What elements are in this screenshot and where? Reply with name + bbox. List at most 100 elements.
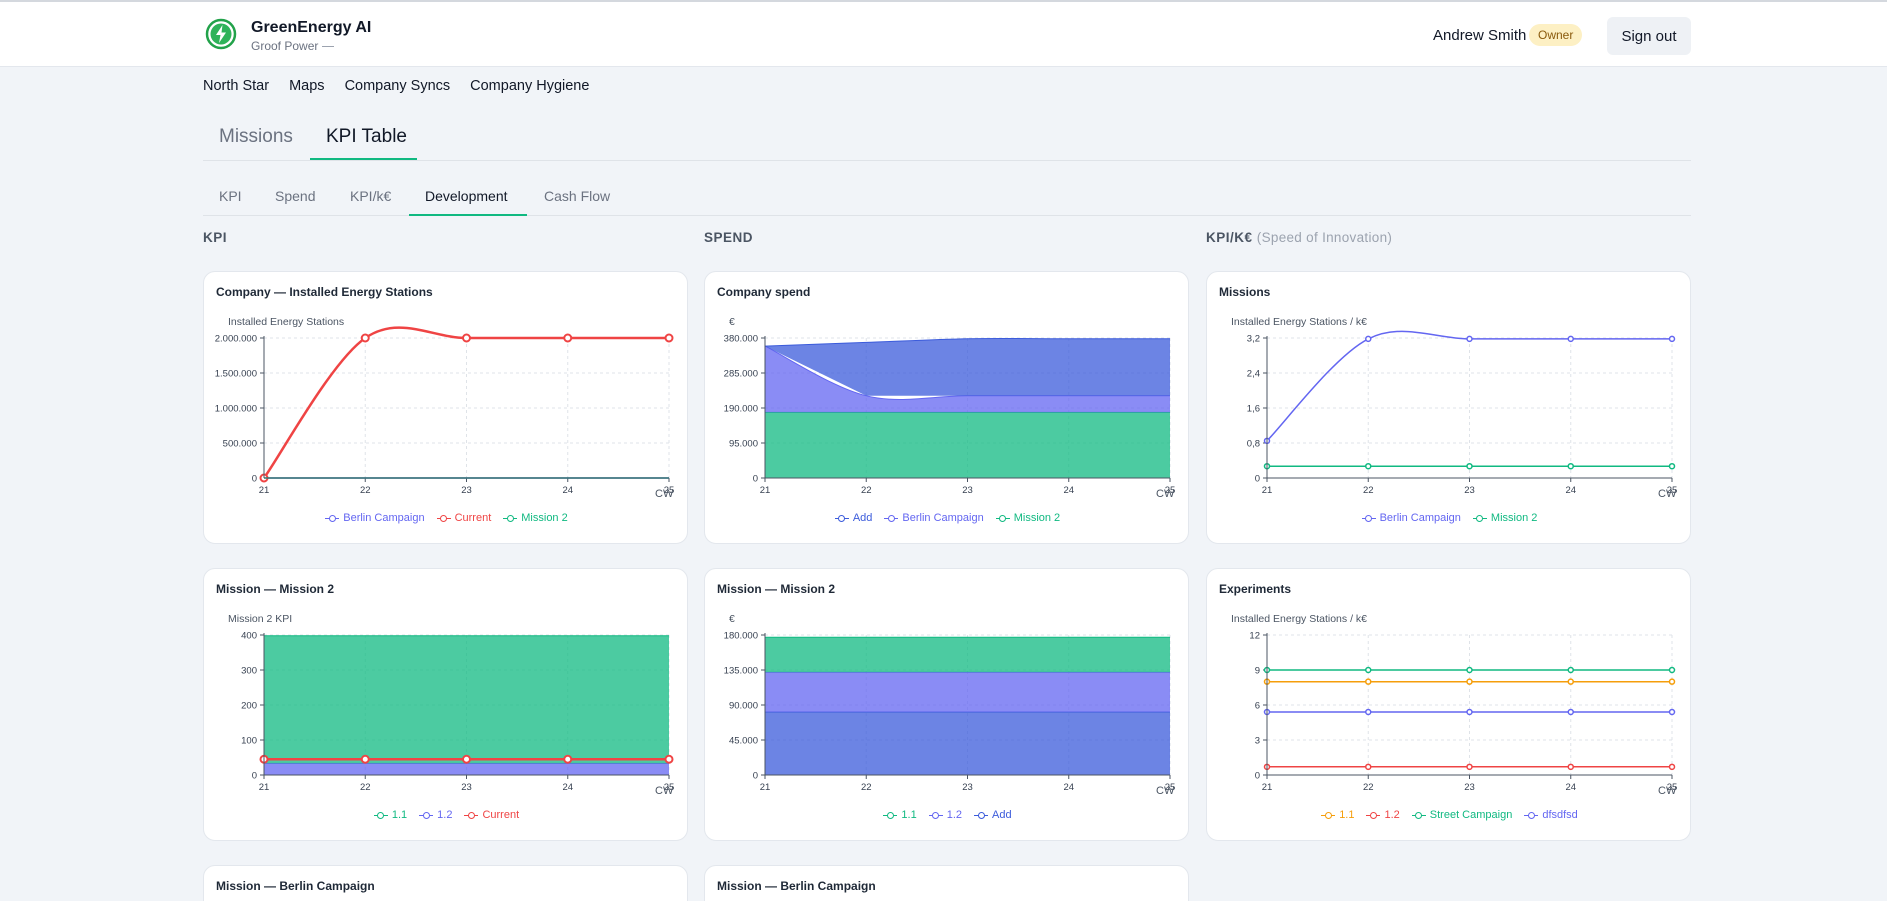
x-axis-label: CW [1156, 488, 1175, 500]
y-tick-label: 45.000 [729, 736, 758, 747]
chart-legend: 1.1 1.2 Street Campaign dfsdfsd [1207, 809, 1690, 821]
y-tick-label: 285.000 [724, 369, 758, 380]
chart-kpik-experiments: Installed Energy Stations / k€ 0 3 6 9 12 21 22… [1231, 613, 1677, 797]
legend-item[interactable]: Berlin Campaign [1361, 512, 1461, 524]
nav-company-syncs[interactable]: Company Syncs [344, 78, 451, 94]
legend-item[interactable]: 1.2 [1366, 809, 1400, 821]
data-point [1668, 335, 1676, 343]
legend-label: Add [992, 809, 1012, 821]
x-tick-label: 21 [259, 485, 270, 496]
legend-marker-icon [928, 811, 943, 819]
legend-item[interactable]: 1.1 [883, 809, 917, 821]
legend-item[interactable]: Mission 2 [995, 512, 1060, 524]
legend-marker-icon [1524, 811, 1539, 819]
legend-item[interactable]: Berlin Campaign [884, 512, 984, 524]
x-tick-label: 24 [562, 485, 573, 496]
y-tick-label: 190.000 [724, 404, 758, 415]
nav-north-star[interactable]: North Star [203, 78, 270, 94]
x-tick-label: 25 [1165, 782, 1176, 793]
y-tick-label: 0 [252, 771, 257, 782]
chart-legend: Berlin Campaign Current Mission 2 [204, 512, 687, 524]
data-point [1567, 335, 1574, 343]
y-tick-label: 9 [1255, 666, 1260, 677]
area-mission-2 [765, 412, 1170, 478]
legend-marker-icon [464, 811, 479, 819]
x-tick-label: 23 [1464, 782, 1475, 793]
chart-kpik-missions: Installed Energy Stations / k€ 0 0,8 1,6 2,4… [1231, 316, 1677, 500]
legend-item[interactable]: Berlin Campaign [325, 512, 425, 524]
legend-item[interactable]: Add [974, 809, 1012, 821]
data-point [1466, 678, 1473, 685]
chart-card-kpik-missions: Missions Installed Energy Stations / k€ 0… [1206, 271, 1691, 544]
chart-card-spend-company: Company spend €0 95.000 190.000 285.000 380.… [704, 271, 1189, 544]
legend-label: 1.2 [1384, 809, 1400, 821]
x-tick-label: 25 [664, 782, 675, 793]
x-axis-label: CW [1658, 785, 1677, 797]
tab-development[interactable]: Development [425, 188, 508, 204]
legend-label: Current [482, 809, 520, 821]
main-tabs: Missions KPI Table [203, 118, 1691, 161]
x-tick-label: 22 [861, 782, 872, 793]
tab-missions[interactable]: Missions [219, 126, 293, 147]
legend-marker-icon [419, 811, 434, 819]
legend-item[interactable]: dfsdfsd [1524, 809, 1578, 821]
legend-item[interactable]: 1.2 [419, 809, 452, 821]
role-badge: Owner [1529, 24, 1583, 46]
data-point [1668, 678, 1676, 685]
legend-marker-icon [1472, 514, 1487, 522]
data-point [1365, 708, 1372, 716]
legend-item[interactable]: Current [436, 512, 491, 524]
sub-tabs: KPI Spend KPI/k€ Development Cash Flow [203, 180, 1691, 216]
chart-card-kpi-berlin: Mission — Berlin Campaign [203, 865, 688, 901]
tab-kpi-table[interactable]: KPI Table [326, 126, 407, 147]
tab-cash-flow[interactable]: Cash Flow [544, 188, 611, 204]
y-axis-label: Mission 2 KPI [228, 613, 292, 625]
data-point [462, 754, 471, 764]
tab-kpi-per-k[interactable]: KPI/k€ [350, 188, 392, 204]
section-kpik-heading: KPI/K€ (Speed of Innovation) [1206, 230, 1392, 245]
legend-item[interactable]: 1.1 [1321, 809, 1354, 821]
legend-item[interactable]: Mission 2 [1472, 512, 1537, 524]
chart-legend: 1.1 1.2 Add [705, 809, 1188, 821]
nav-maps[interactable]: Maps [289, 78, 325, 94]
area-1-2 [765, 672, 1170, 712]
x-tick-label: 21 [760, 485, 771, 496]
tab-kpi[interactable]: KPI [219, 188, 242, 204]
y-axis-label: Installed Energy Stations / k€ [1231, 613, 1367, 625]
line-current [262, 326, 669, 479]
data-point [1466, 462, 1473, 470]
y-tick-label: 400 [241, 631, 257, 642]
data-point [664, 333, 674, 343]
y-tick-label: 3,2 [1247, 334, 1260, 345]
x-tick-label: 21 [259, 782, 270, 793]
data-point [1567, 666, 1574, 674]
legend-item[interactable]: Current [464, 809, 519, 821]
legend-item[interactable]: Street Campaign [1411, 809, 1512, 821]
y-axis-label: € [729, 316, 735, 328]
legend-marker-icon [1366, 811, 1381, 819]
chart-card-spend-mission2: Mission — Mission 2 €0 45.000 90.000 135.00… [704, 568, 1189, 841]
x-tick-label: 22 [1363, 485, 1374, 496]
x-tick-label: 22 [861, 485, 872, 496]
tab-spend[interactable]: Spend [275, 188, 316, 204]
nav-company-hygiene[interactable]: Company Hygiene [470, 78, 590, 94]
y-tick-label: 0 [753, 771, 758, 782]
data-point [1365, 666, 1372, 674]
top-nav: North Star Maps Company Syncs Company Hy… [203, 78, 589, 98]
legend-item[interactable]: 1.2 [928, 809, 962, 821]
chart-title: Missions [1219, 285, 1271, 299]
y-axis-label: Installed Energy Stations [228, 316, 344, 328]
y-tick-label: 0 [252, 474, 257, 485]
legend-marker-icon [503, 514, 518, 522]
legend-item[interactable]: Mission 2 [503, 512, 568, 524]
sign-out-button[interactable]: Sign out [1607, 17, 1691, 55]
legend-label: 1.2 [437, 809, 453, 821]
legend-label: Add [852, 512, 873, 524]
legend-label: 1.2 [946, 809, 962, 821]
legend-item[interactable]: 1.1 [373, 809, 407, 821]
app-subtitle: Groof Power [251, 39, 335, 53]
y-tick-label: 95.000 [729, 439, 758, 450]
legend-marker-icon [995, 514, 1010, 522]
legend-marker-icon [1361, 514, 1376, 522]
legend-item[interactable]: Add [834, 512, 873, 524]
